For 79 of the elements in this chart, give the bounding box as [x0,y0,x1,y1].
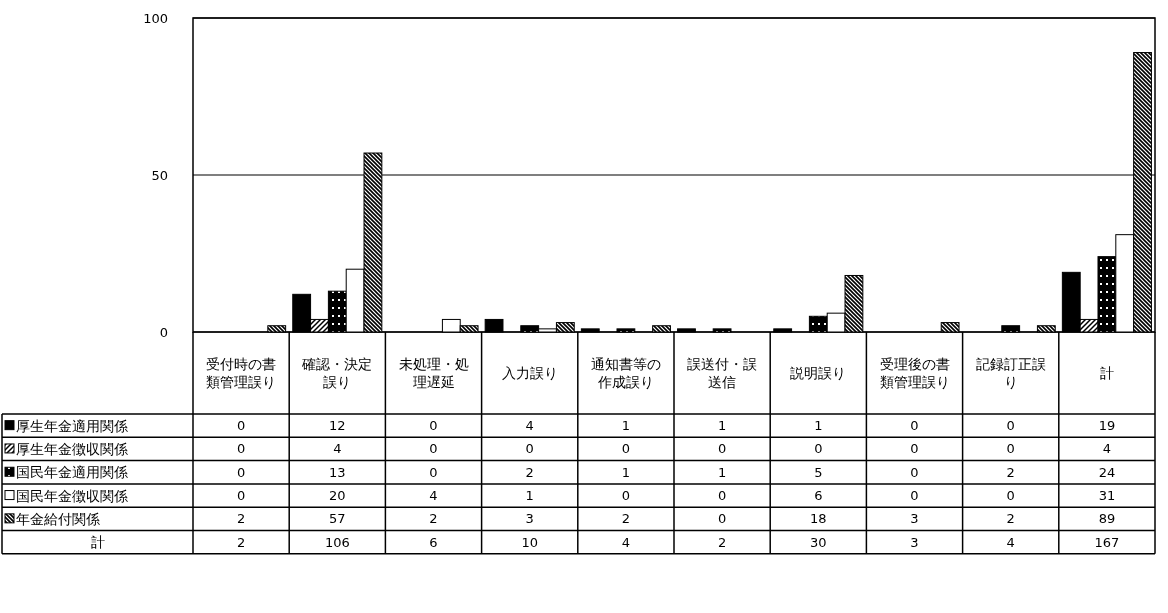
text: 2 [236,534,246,550]
text: 4 [621,534,631,550]
text: 6 [429,534,438,550]
x-tick-label: 記録訂正誤り [975,356,1046,390]
data-label: 4 [525,418,534,434]
data-label: 12 [329,418,346,434]
data-label: 2 [429,511,438,527]
data-label: 4 [1102,441,1112,457]
data-label: 4 [429,488,438,504]
x-tick-label: 計 [1099,365,1114,381]
data-label: 18 [810,511,827,527]
y-tick-label: 50 [151,167,168,183]
data-label: 0 [910,441,919,457]
text: 2 [717,534,727,550]
data-label: 2 [1006,511,1015,527]
data-label: 0 [910,488,919,504]
data-label: 57 [329,511,346,527]
data-label: 0 [910,418,919,434]
data-label: 1 [525,488,534,504]
data-label: 31 [1098,488,1116,504]
text: 4 [1006,534,1015,550]
data-label: 0 [429,441,438,457]
data-label: 0 [1006,488,1015,504]
data-label: 0 [717,511,727,527]
data-label: 0 [621,441,631,457]
legend-label: 国民年金徴収関係 [16,487,128,504]
data-label: 1 [621,464,631,480]
data-label: 0 [717,488,727,504]
data-label: 0 [236,488,246,504]
text: 106 [324,534,350,550]
data-label: 0 [814,441,823,457]
data-label: 0 [236,464,246,480]
data-label: 5 [814,464,823,480]
x-tick-label: 通知書等の作成誤り [590,356,661,390]
x-tick-label: 受付時の書類管理誤り [206,356,277,390]
y-tick-label: 0 [159,324,168,340]
x-tick-label: 受理後の書類管理誤り [879,356,950,390]
data-label: 24 [1098,464,1116,480]
data-label: 19 [1098,418,1116,434]
data-label: 0 [429,418,438,434]
text: 10 [521,534,538,550]
data-label: 2 [621,511,631,527]
data-label: 3 [910,511,919,527]
data-label: 13 [329,464,346,480]
x-tick-label: 確認・決定誤り [301,356,373,390]
text: 計 [90,534,105,551]
x-tick-label: 未処理・処理遅延 [398,356,469,390]
data-label: 20 [329,488,346,504]
data-label: 89 [1098,511,1116,527]
legend-label: 年金給付関係 [16,510,100,527]
data-label: 4 [333,441,342,457]
data-label: 0 [621,488,631,504]
data-label: 1 [717,464,727,480]
x-tick-label: 誤送付・誤送信 [687,356,758,390]
text: 167 [1094,534,1120,550]
legend-label: 国民年金適用関係 [16,464,128,481]
data-label: 2 [236,511,246,527]
data-label: 2 [1006,464,1015,480]
x-tick-label: 説明誤り [790,365,847,381]
y-tick-label: 100 [143,10,168,26]
data-label: 1 [814,418,823,434]
data-label: 0 [525,441,534,457]
data-label: 0 [1006,418,1015,434]
x-tick-label: 入力誤り [501,365,558,381]
legend-label: 厚生年金適用関係 [16,417,128,434]
data-label: 0 [717,441,727,457]
data-label: 0 [429,464,438,480]
data-label: 1 [621,418,631,434]
data-label: 3 [525,511,534,527]
text: 30 [810,534,827,550]
data-label: 0 [1006,441,1015,457]
legend-label: 厚生年金徴収関係 [16,440,128,457]
data-label: 1 [717,418,727,434]
data-label: 0 [910,464,919,480]
data-label: 0 [236,441,246,457]
text: 3 [910,534,919,550]
data-label: 0 [236,418,246,434]
data-label: 2 [525,464,534,480]
data-label: 6 [814,488,823,504]
